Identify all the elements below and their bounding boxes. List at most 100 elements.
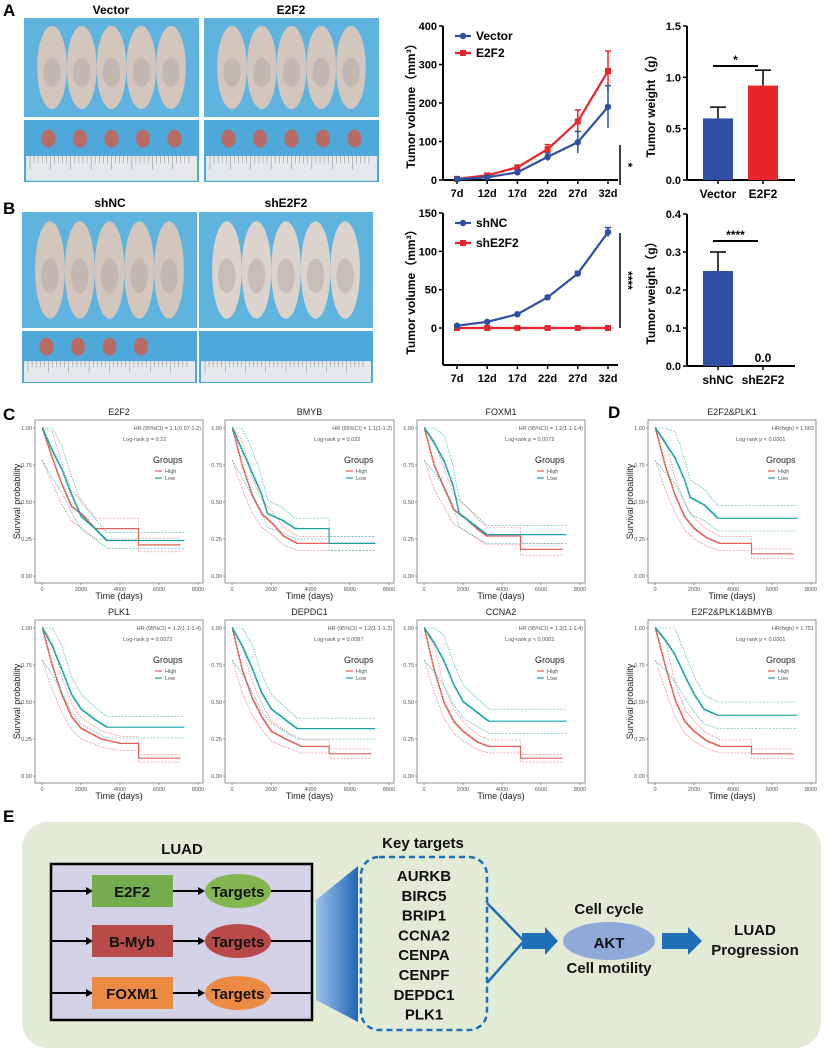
survival-curve-high [424, 427, 563, 551]
confidence-band-low [424, 460, 567, 545]
x-tick-label: shE2F2 [742, 373, 785, 387]
x-tick-label: 4000 [304, 587, 316, 593]
mouse-shadow [100, 258, 119, 294]
survival-curve-high [655, 427, 794, 555]
legend-label: High [165, 469, 176, 475]
plot-frame [416, 619, 586, 784]
x-tick-label: 7d [451, 188, 464, 200]
photo-title-she2f2: shE2F2 [265, 196, 308, 210]
bar-chart-B-weight: 0.0 0.1 0.2 0.3 0.4 Tumor weight（g） shNC shE2F2… [643, 209, 795, 387]
hazard-ratio: HR(high) = 1.751 [772, 626, 814, 632]
significance-label: **** [621, 271, 635, 290]
confidence-band-high [424, 427, 563, 544]
survival-curve-low [42, 627, 185, 728]
data-point [544, 153, 551, 161]
km-title: DEPDC1 [291, 607, 328, 617]
x-tick-label: 6000 [535, 787, 547, 793]
x-tick-label: 8000 [192, 587, 204, 593]
legend-label: Vector [476, 29, 513, 43]
legend-label: Low [778, 676, 788, 682]
significance-label: **** [726, 228, 745, 242]
data-point [605, 68, 611, 75]
y-tick-label: 1.5 [666, 21, 681, 33]
x-tick-label: 8000 [805, 587, 817, 593]
panel-label-b: B [3, 199, 15, 218]
tumor [134, 337, 148, 356]
km-plot-FOXM1: FOXM1 0.00 0.25 0.50 0.75 1.00 0 2000 4000 6000 80… [403, 407, 586, 601]
hazard-ratio: HR (95%CI) = 1.2(1.1-1.4) [137, 626, 202, 632]
data-point [544, 146, 551, 153]
mouse-shadow [132, 57, 150, 88]
key-target: AURKB [397, 868, 451, 885]
mouse-shadow [218, 258, 236, 294]
photo-e2f2 [204, 18, 379, 182]
series-line-Vector [456, 106, 609, 181]
tumor [71, 337, 85, 356]
confidence-band-high [232, 460, 376, 551]
plot-frame [647, 619, 817, 784]
confidence-band-low [655, 460, 798, 532]
data-point [544, 294, 551, 301]
y-tick-label: 0 [431, 323, 437, 335]
survival-curve-high [655, 627, 794, 755]
legend-label: Low [165, 476, 175, 482]
confidence-band-low [424, 627, 567, 710]
key-target: BRIP1 [402, 908, 446, 925]
key-target: CENPF [399, 967, 450, 984]
x-tick-label: 12d [478, 373, 497, 385]
mouse-shadow [336, 258, 354, 294]
arrow-head [86, 989, 93, 997]
legend-marker [460, 50, 466, 56]
x-tick-label: 4000 [496, 787, 508, 793]
panel-label-c: C [3, 405, 15, 424]
legend-title: Groups [535, 455, 565, 465]
y-tick-label: 1.00 [403, 626, 414, 632]
hazard-ratio: HR (95%CI) = 1.1(1-1.2) [332, 426, 392, 432]
key-targets-box [359, 855, 489, 1032]
key-target: PLK1 [405, 1007, 443, 1024]
x-tick-label: 6000 [766, 587, 778, 593]
x-tick-label: 0 [653, 787, 656, 793]
targets-ellipse [205, 874, 271, 908]
confidence-band-low [42, 460, 185, 549]
targets-label: Targets [211, 986, 264, 1003]
y-tick-label: 0.25 [211, 737, 222, 743]
x-tick-label: 2000 [688, 787, 700, 793]
tumor [284, 129, 299, 148]
confidence-band-low [232, 460, 376, 551]
data-point [514, 325, 521, 331]
x-tick-label: 0 [40, 587, 43, 593]
confidence-band-high [232, 427, 376, 537]
arrow-head [86, 887, 93, 895]
confidence-band-low [655, 660, 798, 730]
x-tick-label: 4000 [114, 587, 126, 593]
key-target: CENPA [398, 947, 450, 964]
y-tick-label: 150 [419, 208, 437, 220]
y-tick-label: 1.00 [21, 426, 32, 432]
km-title: CCNA2 [486, 607, 517, 617]
y-tick-label: 0.25 [403, 737, 414, 743]
confidence-band-low [232, 427, 376, 537]
x-tick-label: 2000 [75, 787, 87, 793]
x-tick-label: 6000 [153, 787, 165, 793]
y-tick-label: 0.75 [211, 663, 222, 669]
legend-title: Groups [535, 655, 565, 665]
legend-label: Low [356, 476, 366, 482]
mouse-shadow [162, 57, 180, 88]
x-axis-label: Time (days) [708, 591, 755, 601]
survival-curve-high [42, 427, 181, 546]
confidence-band-low [655, 627, 798, 703]
mouse-shadow [41, 258, 59, 294]
x-axis-label: Time (days) [477, 791, 524, 801]
photo-shnc [22, 212, 197, 383]
bar-Vector [703, 118, 733, 180]
panel-label-a: A [3, 1, 15, 20]
survival-curve-high [42, 627, 181, 759]
confidence-band-low [42, 427, 185, 534]
log-rank-p: Log-rank p < 0.0001 [736, 637, 785, 643]
y-tick-label: 0.50 [403, 700, 414, 706]
x-tick-label: 0 [422, 587, 425, 593]
y-tick-label: 0.0 [666, 361, 681, 373]
data-point [604, 228, 612, 236]
